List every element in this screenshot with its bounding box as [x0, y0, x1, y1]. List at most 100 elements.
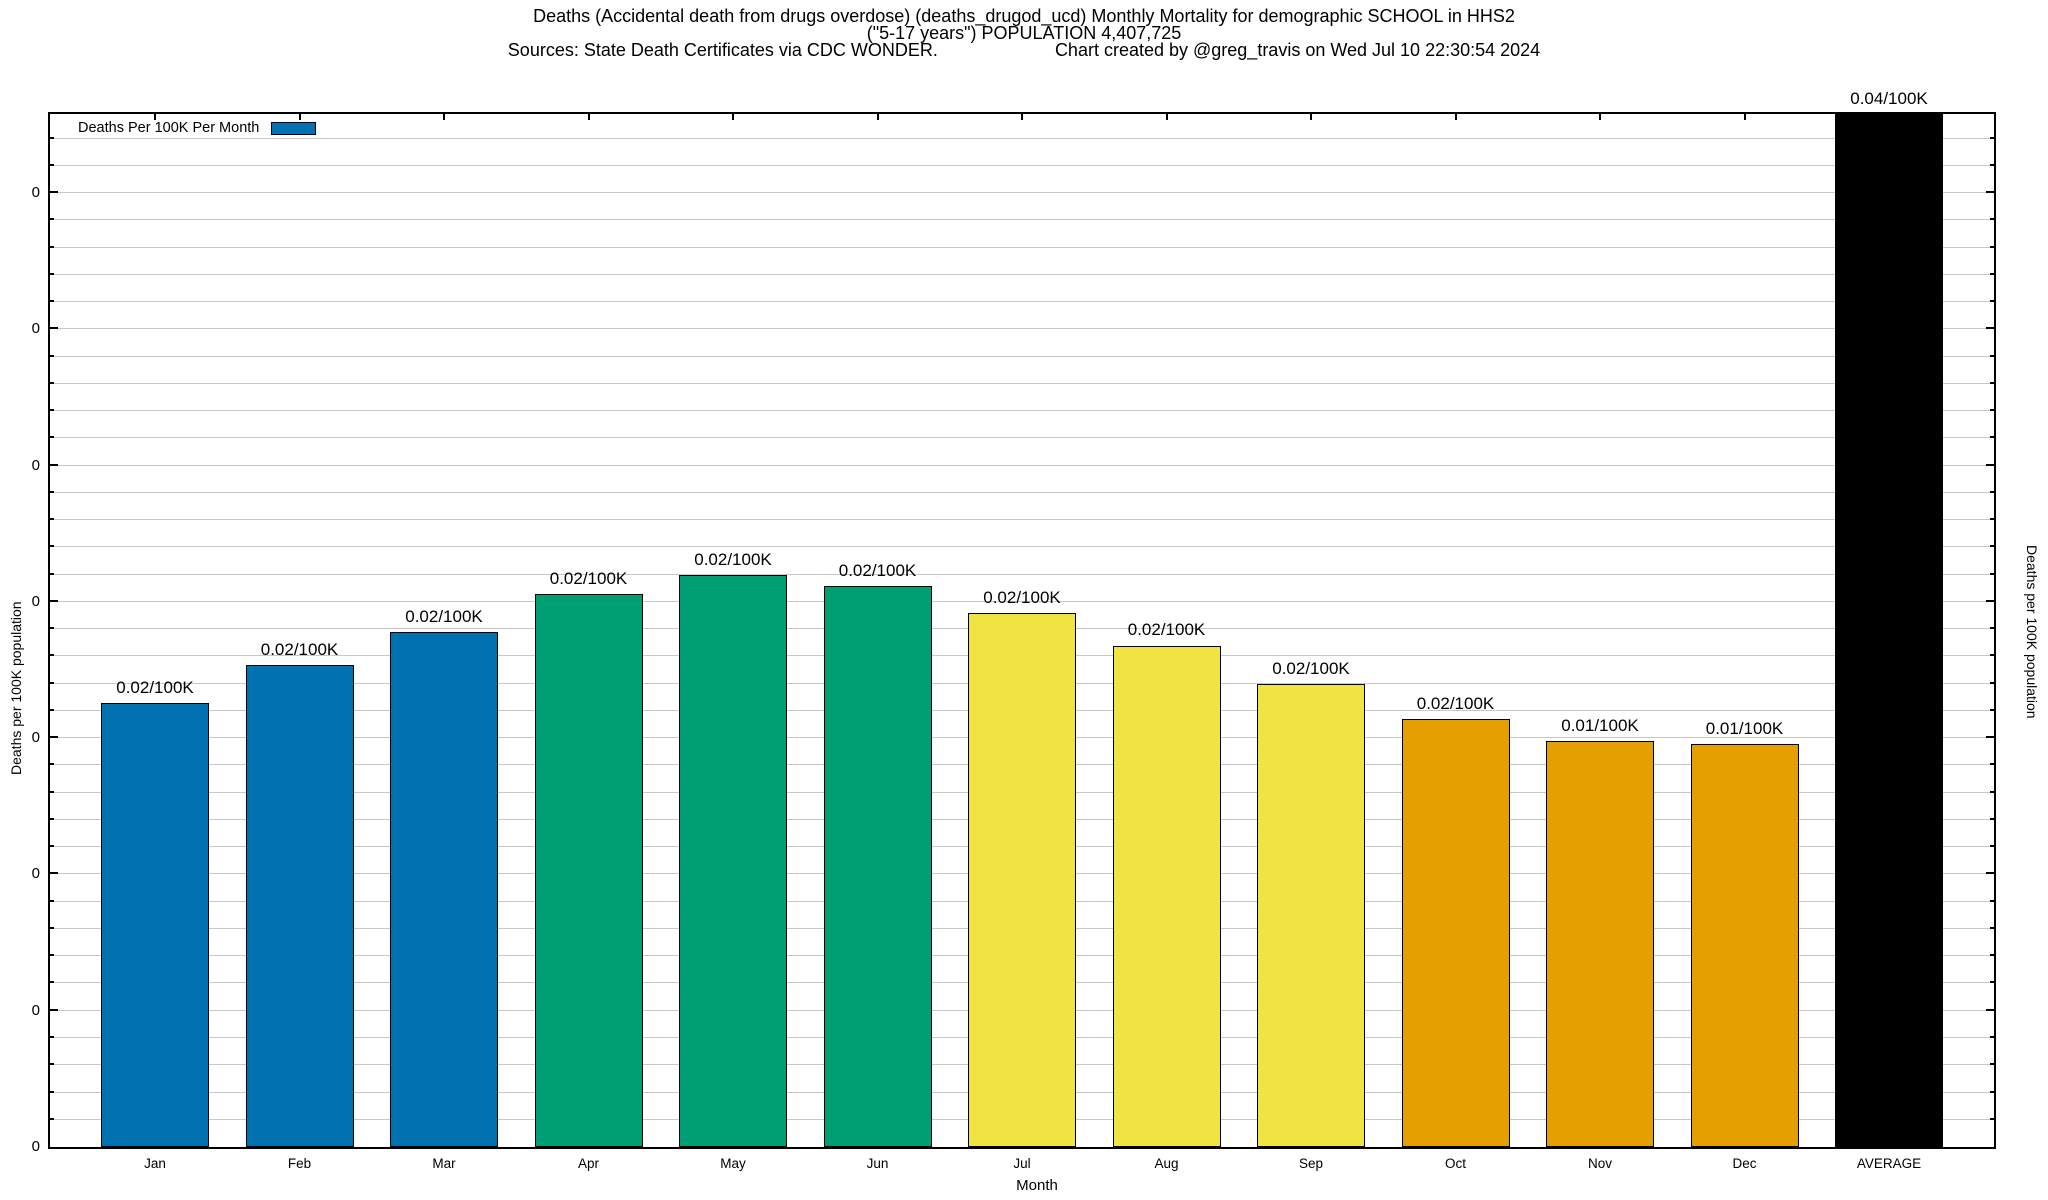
- x-tick: [1021, 114, 1023, 120]
- gridline: [50, 328, 1994, 330]
- major-tick: [1986, 1008, 1994, 1011]
- minor-tick: [50, 654, 54, 657]
- bar-jul: [968, 612, 1076, 1147]
- bar-mar: [390, 631, 498, 1147]
- minor-tick: [50, 845, 54, 848]
- x-tick: [876, 114, 879, 120]
- minor-tick: [1990, 381, 1994, 384]
- minor-tick: [50, 272, 54, 275]
- minor-tick: [1990, 899, 1994, 902]
- gridline: [50, 219, 1994, 221]
- category-label-dec: Dec: [1732, 1156, 1757, 1171]
- y-tick-label: 0: [31, 865, 40, 883]
- gridline: [50, 519, 1994, 521]
- major-tick: [1986, 599, 1994, 602]
- value-label-jul: 0.02/100K: [983, 587, 1061, 607]
- minor-tick: [50, 1063, 54, 1066]
- category-label-nov: Nov: [1587, 1156, 1612, 1171]
- bar-dec: [1690, 743, 1799, 1147]
- category-label-jul: Jul: [1013, 1156, 1031, 1171]
- value-label-aug: 0.02/100K: [1127, 620, 1206, 640]
- minor-tick: [50, 1117, 54, 1120]
- bar-jun: [823, 585, 932, 1147]
- chart-title-block: Deaths (Accidental death from drugs over…: [0, 7, 2048, 60]
- minor-tick: [1990, 300, 1994, 303]
- x-tick: [1310, 114, 1312, 120]
- minor-tick: [1990, 926, 1994, 929]
- y-tick-label: 0: [31, 456, 40, 474]
- minor-tick: [50, 708, 54, 711]
- x-axis-title: Month: [1016, 1177, 1058, 1194]
- minor-tick: [50, 926, 54, 929]
- minor-tick: [50, 490, 54, 493]
- minor-tick: [1990, 490, 1994, 493]
- y-tick-label: 0: [31, 1001, 40, 1019]
- gridline: [50, 437, 1994, 439]
- chart-title-line2: ("5-17 years") POPULATION 4,407,725: [866, 23, 1182, 43]
- minor-tick: [1990, 163, 1994, 166]
- value-label-feb: 0.02/100K: [260, 639, 339, 659]
- minor-tick: [50, 300, 54, 303]
- minor-tick: [1990, 627, 1994, 630]
- minor-tick: [1990, 272, 1994, 275]
- category-label-jun: Jun: [866, 1156, 889, 1171]
- minor-tick: [1990, 218, 1994, 221]
- value-label-sep: 0.02/100K: [1272, 658, 1350, 678]
- x-tick: [587, 114, 590, 120]
- value-label-may: 0.02/100K: [694, 549, 772, 569]
- bar-nov: [1546, 740, 1654, 1147]
- x-tick: [1888, 114, 1890, 120]
- bar-average: [1835, 114, 1943, 1147]
- major-tick: [50, 872, 58, 875]
- minor-tick: [50, 1035, 54, 1038]
- y-tick-label: 0: [31, 320, 40, 338]
- value-label-mar: 0.02/100K: [405, 606, 483, 626]
- bar-oct: [1401, 719, 1510, 1147]
- minor-tick: [50, 790, 54, 793]
- minor-tick: [50, 763, 54, 766]
- sources-text: Sources: State Death Certificates via CD…: [507, 40, 938, 60]
- major-tick: [50, 1008, 58, 1011]
- minor-tick: [1990, 681, 1994, 684]
- minor-tick: [1990, 1035, 1994, 1038]
- gridline: [50, 137, 1994, 139]
- y-tick-label: 0: [31, 184, 40, 202]
- x-tick: [1454, 114, 1457, 120]
- x-tick: [1165, 114, 1168, 120]
- gridline: [50, 464, 1994, 466]
- gridline: [50, 355, 1994, 357]
- minor-tick: [50, 1090, 54, 1093]
- major-tick: [50, 463, 58, 466]
- major-tick: [1986, 191, 1994, 194]
- minor-tick: [1990, 845, 1994, 848]
- category-label-apr: Apr: [577, 1156, 599, 1171]
- y-tick-label: 0: [31, 1138, 40, 1155]
- bars: [50, 114, 1994, 1147]
- y-tick-label: 0: [31, 729, 40, 747]
- category-label-sep: Sep: [1298, 1156, 1324, 1171]
- bar-apr: [534, 593, 643, 1147]
- bar-may: [679, 574, 787, 1147]
- value-label-oct: 0.02/100K: [1416, 694, 1495, 714]
- gridline: [50, 573, 1994, 575]
- x-tick: [732, 114, 734, 120]
- minor-tick: [50, 136, 54, 139]
- minor-tick: [50, 163, 54, 166]
- major-tick: [1986, 872, 1994, 875]
- chart-title-line3: Sources: State Death Certificates via CD…: [0, 40, 2048, 60]
- minor-tick: [50, 572, 54, 575]
- minor-tick: [1990, 572, 1994, 575]
- legend-swatch: [271, 121, 317, 135]
- value-label-dec: 0.01/100K: [1705, 718, 1784, 738]
- minor-tick: [50, 545, 54, 548]
- minor-tick: [1990, 354, 1994, 357]
- plot-area: Deaths Per 100K Per Month: [48, 112, 1996, 1149]
- minor-tick: [50, 518, 54, 521]
- minor-tick: [50, 981, 54, 984]
- gridline: [50, 600, 1994, 602]
- minor-tick: [1990, 1063, 1994, 1066]
- minor-tick: [1990, 790, 1994, 793]
- legend: Deaths Per 100K Per Month: [78, 120, 317, 136]
- y-tick-label: 0: [31, 592, 40, 610]
- minor-tick: [50, 817, 54, 820]
